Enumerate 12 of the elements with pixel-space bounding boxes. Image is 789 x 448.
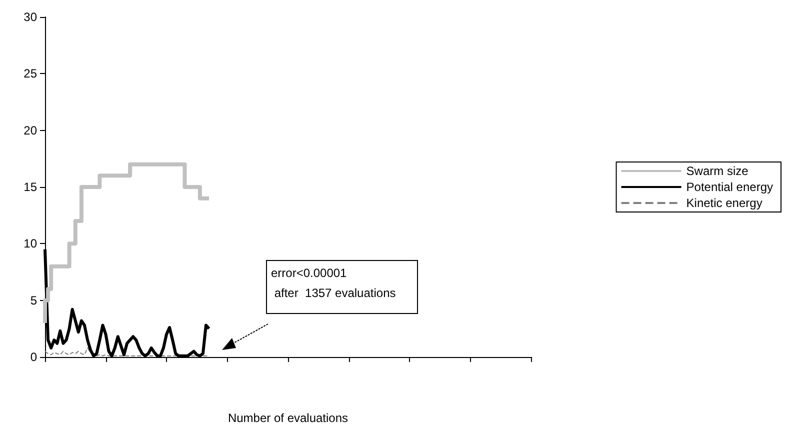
x-axis-title: Number of evaluations bbox=[228, 411, 348, 425]
y-tick-label: 10 bbox=[24, 236, 38, 251]
legend-label: Kinetic energy bbox=[686, 196, 762, 210]
annotation: error<0.00001 after 1357 evaluations bbox=[266, 260, 418, 314]
y-tick-label: 5 bbox=[30, 293, 38, 308]
y-tick-label: 30 bbox=[24, 10, 38, 24]
y-tick-label: 20 bbox=[24, 123, 38, 138]
y-tick-label: 25 bbox=[24, 66, 38, 81]
y-tick-label: 15 bbox=[24, 180, 38, 194]
legend-label: Swarm size bbox=[686, 164, 749, 178]
legend-label: Potential energy bbox=[686, 180, 774, 194]
y-tick-label: 0 bbox=[30, 350, 38, 364]
